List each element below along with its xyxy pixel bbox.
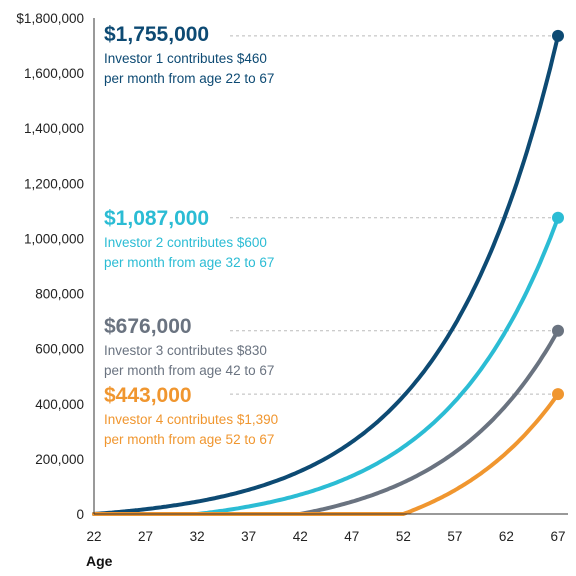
x-tick-label: 32 — [190, 529, 205, 544]
y-tick-label: 200,000 — [35, 452, 84, 467]
axes — [93, 18, 568, 515]
x-axis-ticks: 22 27 32 37 42 47 52 57 62 67 — [86, 529, 565, 544]
y-tick-label: 0 — [76, 507, 84, 522]
investor-3-description-line-2: per month from age 42 to 67 — [104, 363, 275, 378]
y-tick-label: 600,000 — [35, 342, 84, 357]
annotation-investor-2: $1,087,000 Investor 2 contributes $600 p… — [104, 206, 274, 272]
x-tick-label: 52 — [396, 529, 411, 544]
series-end-points — [552, 29, 564, 401]
y-tick-label: $1,800,000 — [16, 11, 84, 26]
y-tick-label: 1,400,000 — [24, 121, 84, 136]
annotation-investor-3: $676,000 Investor 3 contributes $830 per… — [104, 314, 274, 380]
annotation-investor-4: $443,000 Investor 4 contributes $1,390 p… — [104, 383, 278, 449]
x-tick-label: 42 — [293, 529, 308, 544]
investor-4-description-line-1: Investor 4 contributes $1,390 — [104, 412, 279, 427]
y-tick-label: 800,000 — [35, 287, 84, 302]
y-tick-label: 1,000,000 — [24, 231, 84, 246]
investor-3-description-line-1: Investor 3 contributes $830 — [104, 343, 267, 358]
investor-2-final-amount: $1,087,000 — [104, 207, 210, 230]
end-point-investor-4 — [552, 388, 564, 401]
investor-1-description-line-1: Investor 1 contributes $460 — [104, 51, 267, 66]
x-tick-label: 47 — [344, 529, 359, 544]
series-line-investor-2 — [92, 215, 560, 516]
series-line-investor-1 — [92, 33, 560, 516]
investor-2-description-line-1: Investor 2 contributes $600 — [104, 235, 267, 250]
y-axis-ticks: 0 200,000 400,000 600,000 800,000 1,000,000 1,… — [16, 11, 84, 522]
x-tick-label: 22 — [86, 529, 101, 544]
y-tick-label: 1,600,000 — [24, 66, 84, 81]
end-point-investor-2 — [552, 211, 564, 224]
series-line-investor-4 — [92, 392, 560, 516]
investor-1-description-line-2: per month from age 22 to 67 — [104, 71, 275, 86]
end-point-investor-3 — [552, 324, 564, 337]
investor-4-description-line-2: per month from age 52 to 67 — [104, 432, 275, 447]
investor-4-final-amount: $443,000 — [104, 384, 192, 407]
x-tick-label: 27 — [138, 529, 153, 544]
y-tick-label: 400,000 — [35, 397, 84, 412]
annotation-investor-1: $1,755,000 Investor 1 contributes $460 p… — [104, 22, 274, 88]
end-point-investor-1 — [552, 29, 564, 42]
investor-3-final-amount: $676,000 — [104, 315, 192, 338]
investor-1-final-amount: $1,755,000 — [104, 23, 210, 46]
investor-2-description-line-2: per month from age 32 to 67 — [104, 255, 275, 270]
dashed-leader-lines — [230, 35, 558, 395]
series-line-investor-3 — [92, 328, 560, 516]
x-tick-label: 57 — [447, 529, 462, 544]
x-tick-label: 67 — [550, 529, 565, 544]
x-tick-label: 62 — [499, 529, 514, 544]
y-tick-label: 1,200,000 — [24, 176, 84, 191]
series-lines — [92, 33, 560, 516]
x-axis-label: Age — [86, 553, 113, 569]
x-tick-label: 37 — [241, 529, 256, 544]
